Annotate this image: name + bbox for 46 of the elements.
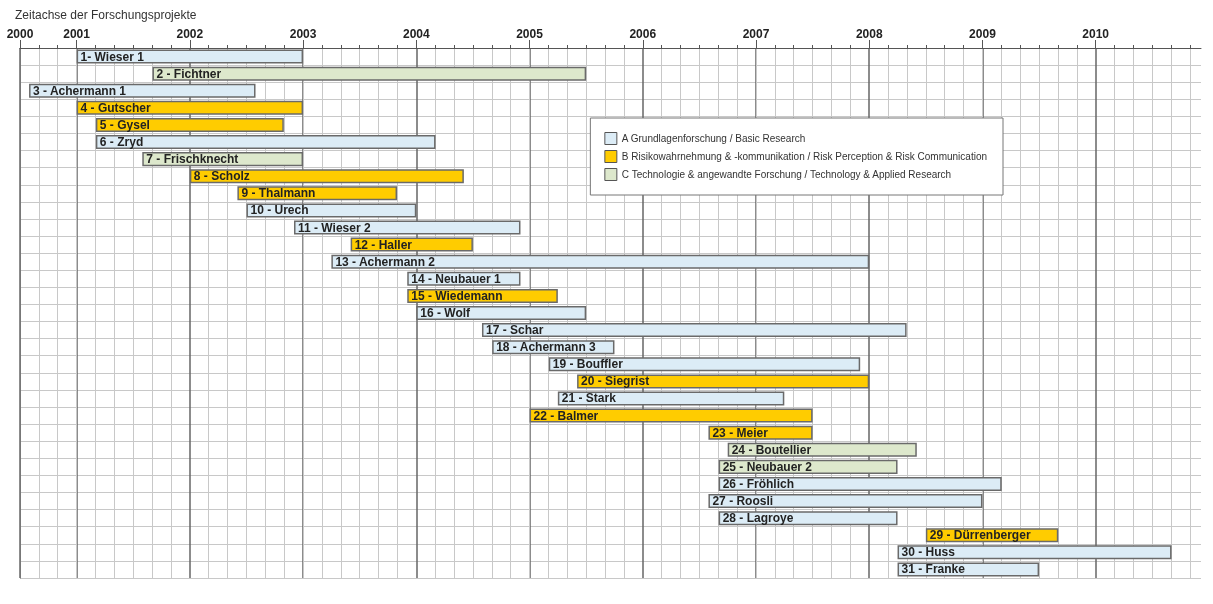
y-tick-label: 26 - Fröhlich xyxy=(722,476,794,491)
y-tick-label: 6 - Zryd xyxy=(99,135,144,150)
y-tick-label: 27 - Roosli xyxy=(712,494,774,509)
y-tick-label: 12 - Haller xyxy=(354,237,413,252)
legend-label: C Technologie & angewandte Forschung / Technology & Applied Research xyxy=(621,169,952,180)
y-tick-label: 10 - Urech xyxy=(250,203,309,218)
y-tick-label: 11 - Wieser 2 xyxy=(298,220,371,235)
y-tick-label: 29 - Dürrenberger xyxy=(929,528,1031,543)
x-tick-label: 2000 xyxy=(6,27,34,41)
y-tick-label: 16 - Wolf xyxy=(420,306,472,320)
y-tick-label: 3 - Achermann 1 xyxy=(33,83,127,98)
y-tick-label: 8 - Scholz xyxy=(193,169,250,184)
legend-label: B Risikowahrnehmung & -kommunikation / Risk Perception & Risk Communication xyxy=(621,151,988,162)
x-tick-label: 2010 xyxy=(1082,27,1110,41)
y-tick-label: 15 - Wiedemann xyxy=(411,288,503,303)
y-tick-label: 14 - Neubauer 1 xyxy=(411,271,501,286)
x-tick-label: 2002 xyxy=(176,27,204,41)
y-tick-label: 25 - Neubauer 2 xyxy=(722,459,813,474)
x-tick-label: 2001 xyxy=(63,27,91,41)
x-tick-label: 2007 xyxy=(742,27,770,41)
y-tick-label: 31 - Franke xyxy=(901,562,966,577)
y-tick-label: 19 - Bouffler xyxy=(552,357,624,372)
y-tick-label: 28 - Lagroye xyxy=(722,511,794,526)
y-tick-label: 9 - Thalmann xyxy=(241,186,316,201)
y-tick-label: 23 - Meier xyxy=(712,425,769,440)
x-tick-label: 2005 xyxy=(516,27,544,41)
y-tick-label: 20 - Siegrist xyxy=(581,374,650,389)
x-tick-label: 2004 xyxy=(402,27,430,41)
x-tick-label: 2009 xyxy=(969,27,997,41)
y-tick-label: 21 - Stark xyxy=(561,391,617,406)
y-tick-label: 22 - Balmer xyxy=(533,408,599,423)
y-tick-label: 7 - Frischknecht xyxy=(146,152,239,167)
legend-label: A Grundlagenforschung / Basic Research xyxy=(621,133,806,144)
chart-title: Zeitachse der Forschungsprojekte xyxy=(15,8,197,22)
y-tick-label: 1- Wieser 1 xyxy=(80,49,145,64)
y-tick-label: 2 - Fichtner xyxy=(156,66,222,81)
x-tick-label: 2008 xyxy=(855,27,883,41)
y-tick-label: 5 - Gysel xyxy=(99,117,150,132)
y-tick-label: 13 - Achermann 2 xyxy=(335,254,436,269)
y-tick-label: 24 - Boutellier xyxy=(731,442,812,457)
y-tick-label: 30 - Huss xyxy=(901,545,956,560)
x-tick-label: 2003 xyxy=(289,27,317,41)
y-tick-label: 17 - Schar xyxy=(485,323,544,338)
y-tick-label: 4 - Gutscher xyxy=(80,100,151,115)
y-tick-label: 18 - Achermann 3 xyxy=(496,340,597,355)
x-tick-label: 2006 xyxy=(629,27,657,41)
